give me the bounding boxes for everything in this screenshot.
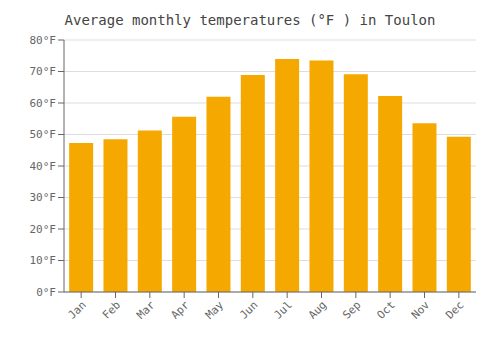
svg-text:30°F: 30°F: [30, 191, 57, 204]
svg-text:Jul: Jul: [272, 298, 295, 321]
svg-text:20°F: 20°F: [30, 223, 57, 236]
svg-text:Apr: Apr: [169, 298, 193, 322]
svg-text:Dec: Dec: [443, 298, 466, 321]
svg-text:60°F: 60°F: [30, 97, 57, 110]
svg-text:Nov: Nov: [409, 298, 433, 322]
svg-text:0°F: 0°F: [36, 286, 56, 299]
svg-text:Jan: Jan: [66, 298, 89, 321]
svg-text:Aug: Aug: [306, 298, 329, 321]
svg-text:Jun: Jun: [237, 298, 260, 321]
html-text:Average monthly temperatures (: Average monthly temperatures (°F ) in To…: [64, 12, 436, 28]
svg-text:Sep: Sep: [340, 298, 363, 321]
svg-text:80°F: 80°F: [30, 34, 57, 47]
svg-text:May: May: [203, 298, 227, 322]
svg-text:50°F: 50°F: [30, 128, 57, 141]
svg-text:10°F: 10°F: [30, 254, 57, 267]
svg-text:70°F: 70°F: [30, 65, 57, 78]
svg-text:Feb: Feb: [100, 298, 123, 321]
svg-text:40°F: 40°F: [30, 160, 57, 173]
svg-text:Oct: Oct: [375, 298, 398, 321]
svg-text:Mar: Mar: [134, 298, 158, 322]
